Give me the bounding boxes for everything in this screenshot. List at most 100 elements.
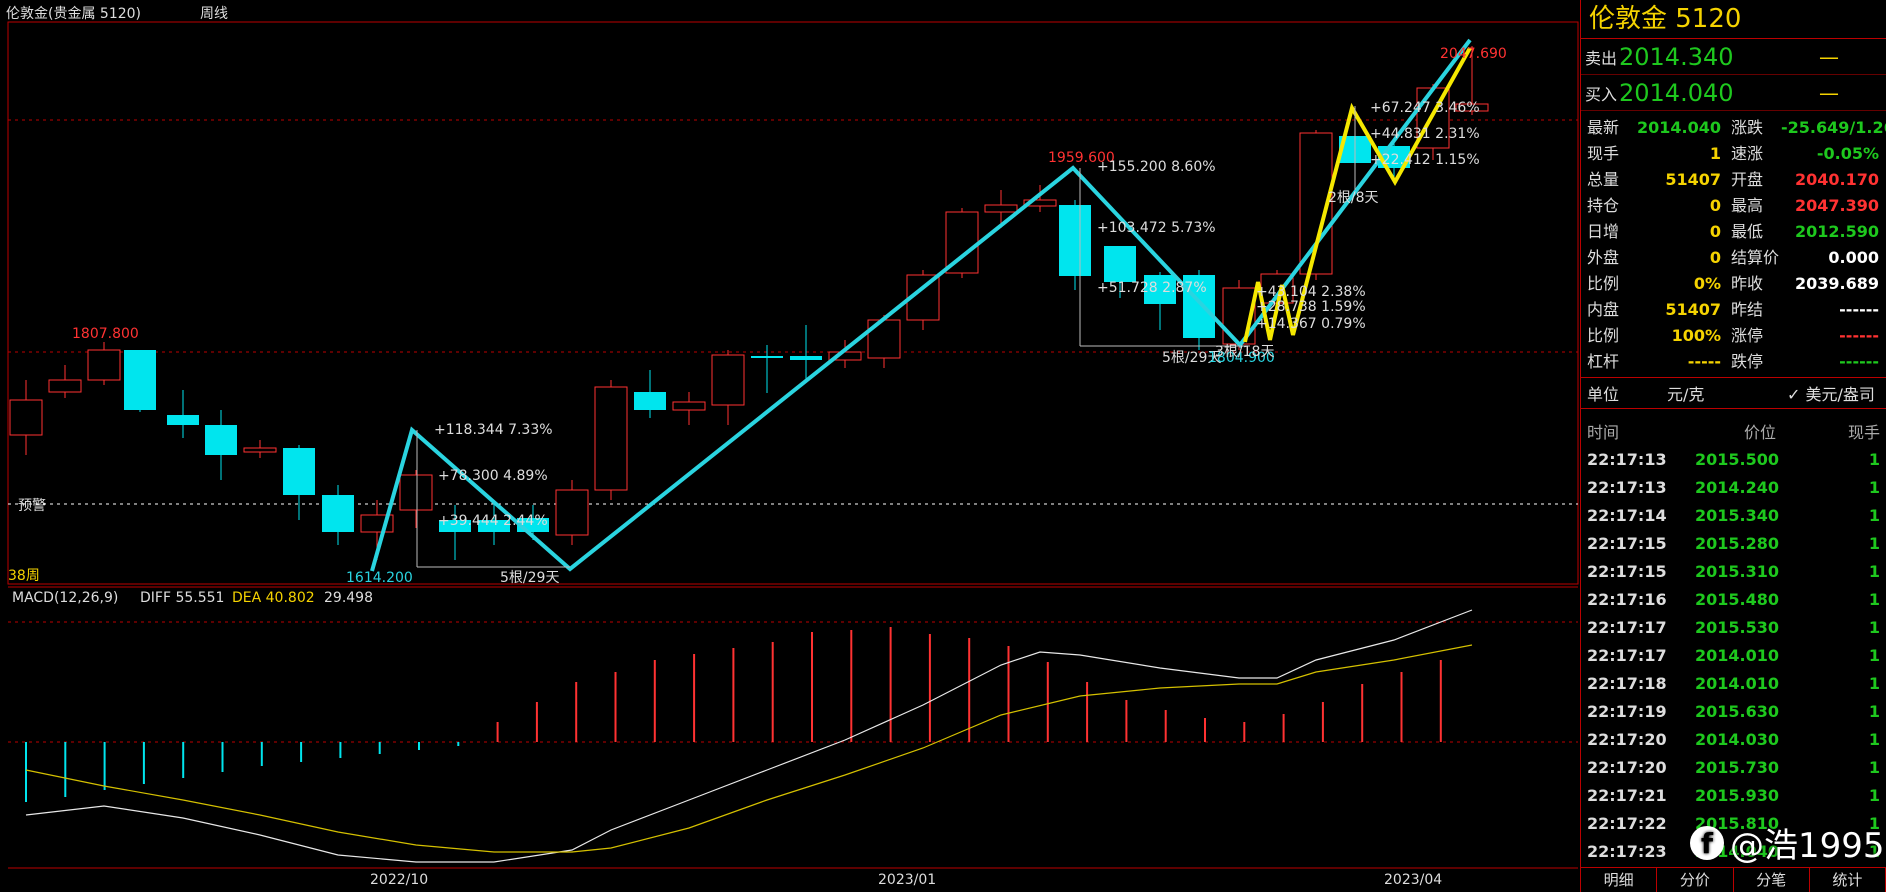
tick-row[interactable]: 22:17:13 2014.240 1: [1581, 473, 1886, 501]
tick-row[interactable]: 22:17:20 2015.730 1: [1581, 753, 1886, 781]
stat-label: 涨跌: [1731, 118, 1764, 137]
watermark: f @浩1995: [1690, 818, 1885, 867]
candle-body: [555, 489, 589, 536]
tick-cell: 1: [1868, 645, 1880, 665]
candle-body: [167, 415, 199, 425]
tick-row[interactable]: 22:17:15 2015.310 1: [1581, 557, 1886, 585]
fib-label: 5根/29天: [1162, 350, 1221, 366]
buy-label: 买入: [1585, 84, 1618, 104]
tick-cell: 1: [1868, 701, 1880, 721]
candle-body: [984, 204, 1018, 213]
stat-value: 0%: [1693, 274, 1721, 293]
tick-cell: 1: [1868, 561, 1880, 581]
macd-value: 29.498: [324, 590, 373, 606]
candle-body: [9, 399, 43, 436]
tick-cell: 1: [1868, 449, 1880, 469]
tick-cell: 2015.730: [1695, 757, 1780, 777]
tick-cell: 1: [1868, 729, 1880, 749]
stat-value: 2047.390: [1794, 196, 1879, 215]
candle-body: [1183, 275, 1215, 338]
tick-row[interactable]: 22:17:19 2015.630 1: [1581, 697, 1886, 725]
tick-row[interactable]: 22:17:16 2015.480 1: [1581, 585, 1886, 613]
stat-value: 0: [1709, 222, 1721, 241]
stat-label: 最新: [1587, 118, 1620, 137]
stat-label: 比例: [1587, 274, 1620, 293]
tick-list[interactable]: 22:17:13 2015.500 1 22:17:13 2014.240 1 22:17:…: [1581, 445, 1886, 865]
low-label-1: 1614.200: [346, 570, 413, 586]
stat-value: 2039.689: [1794, 274, 1879, 293]
stat-label: 涨停: [1731, 326, 1764, 345]
stat-value: 2012.590: [1794, 222, 1879, 241]
stat-label: 持仓: [1587, 196, 1620, 215]
x-tick: 2023/01: [878, 872, 936, 888]
candle-body: [478, 520, 510, 532]
unit-row[interactable]: 单位 元/克 ✓ 美元/盎司: [1581, 378, 1886, 409]
tick-row[interactable]: 22:17:14 2015.340 1: [1581, 501, 1886, 529]
tick-cell: 2015.500: [1695, 449, 1780, 469]
sell-row[interactable]: 卖出 2014.340 —: [1581, 39, 1886, 75]
tick-cell: 1: [1868, 813, 1880, 833]
tick-cell: 2015.310: [1695, 561, 1780, 581]
tick-row[interactable]: 22:17:18 2014.010 1: [1581, 669, 1886, 697]
candle-body: [48, 379, 82, 393]
tick-cell: 1: [1868, 673, 1880, 693]
unit-alt[interactable]: ✓ 美元/盎司: [1787, 385, 1875, 404]
buy-row[interactable]: 买入 2014.040 —: [1581, 75, 1886, 111]
tick-row[interactable]: 22:17:21 2015.930 1: [1581, 781, 1886, 809]
candle-body: [751, 356, 783, 358]
candle-body: [243, 447, 277, 453]
tick-row[interactable]: 22:17:15 2015.280 1: [1581, 529, 1886, 557]
sell-price: 2014.340: [1619, 42, 1734, 71]
tick-cell: 22:17:21: [1587, 785, 1667, 805]
candle-body: [205, 425, 237, 455]
fib-label: +28.738 1.59%: [1256, 299, 1366, 315]
candle-body: [634, 392, 666, 410]
candlestick-chart[interactable]: 伦敦金(贵金属 5120) 周线 预警 38周 MACD(12,26,9) DI…: [0, 0, 1580, 892]
candle-body: [87, 349, 121, 381]
tick-cell: 22:17:20: [1587, 729, 1667, 749]
quote-panel: 伦敦金 5120 卖出 2014.340 — 买入 2014.040 — 最新 2…: [1580, 0, 1886, 892]
stat-label: 内盘: [1587, 300, 1620, 319]
watermark-text: @浩1995: [1730, 826, 1885, 866]
tab-3[interactable]: 统计: [1810, 868, 1886, 892]
fib-label: +44.831 2.31%: [1370, 126, 1480, 142]
tab-bar[interactable]: 明细 分价 分笔 统计: [1581, 867, 1886, 892]
tick-header: 时间 价位 现手: [1581, 417, 1886, 445]
stat-value: 51407: [1665, 300, 1721, 319]
stat-label: 昨结: [1731, 300, 1764, 319]
unit-value[interactable]: 元/克: [1667, 385, 1705, 404]
candle-body: [1144, 275, 1176, 304]
candle-body: [124, 350, 156, 410]
stat-value: 100%: [1671, 326, 1721, 345]
tick-cell: 2014.010: [1695, 645, 1780, 665]
tick-row[interactable]: 22:17:17 2014.010 1: [1581, 641, 1886, 669]
tick-cell: 22:17:17: [1587, 645, 1667, 665]
fib-label: 1804.900: [1208, 350, 1275, 366]
macd-label[interactable]: MACD(12,26,9): [12, 590, 118, 606]
quote-title: 伦敦金 5120: [1581, 0, 1886, 39]
tick-cell: 1: [1868, 841, 1880, 861]
candle-body: [1023, 199, 1057, 207]
tick-cell: 22:17:14: [1587, 505, 1667, 525]
tab-0[interactable]: 明细: [1581, 868, 1658, 892]
sell-dash: —: [1819, 44, 1839, 69]
bar-count: 38周: [8, 568, 40, 584]
candle-body: [399, 474, 433, 511]
tick-cell: 22:17:19: [1587, 701, 1667, 721]
period-selector[interactable]: 周线: [200, 6, 228, 22]
tab-1[interactable]: 分价: [1657, 868, 1734, 892]
stats-grid: 最新 2014.040 涨跌 -25.649/1.26% 现手 1 速涨 -0.05% 总量 51…: [1581, 111, 1886, 378]
candle-body: [790, 356, 822, 360]
fib-label: +51.728 2.87%: [1097, 280, 1207, 296]
stat-label: 总量: [1587, 170, 1620, 189]
stat-value: ------: [1839, 352, 1879, 371]
fib-label: 2根/8天: [1328, 190, 1379, 206]
tick-cell: 2014.030: [1695, 729, 1780, 749]
x-tick: 2022/10: [370, 872, 428, 888]
tab-2[interactable]: 分笔: [1734, 868, 1810, 892]
dea-line: [25, 644, 1473, 853]
tick-row[interactable]: 22:17:20 2014.030 1: [1581, 725, 1886, 753]
tick-row[interactable]: 22:17:13 2015.500 1: [1581, 445, 1886, 473]
tick-row[interactable]: 22:17:17 2015.530 1: [1581, 613, 1886, 641]
tick-cell: 1: [1868, 477, 1880, 497]
